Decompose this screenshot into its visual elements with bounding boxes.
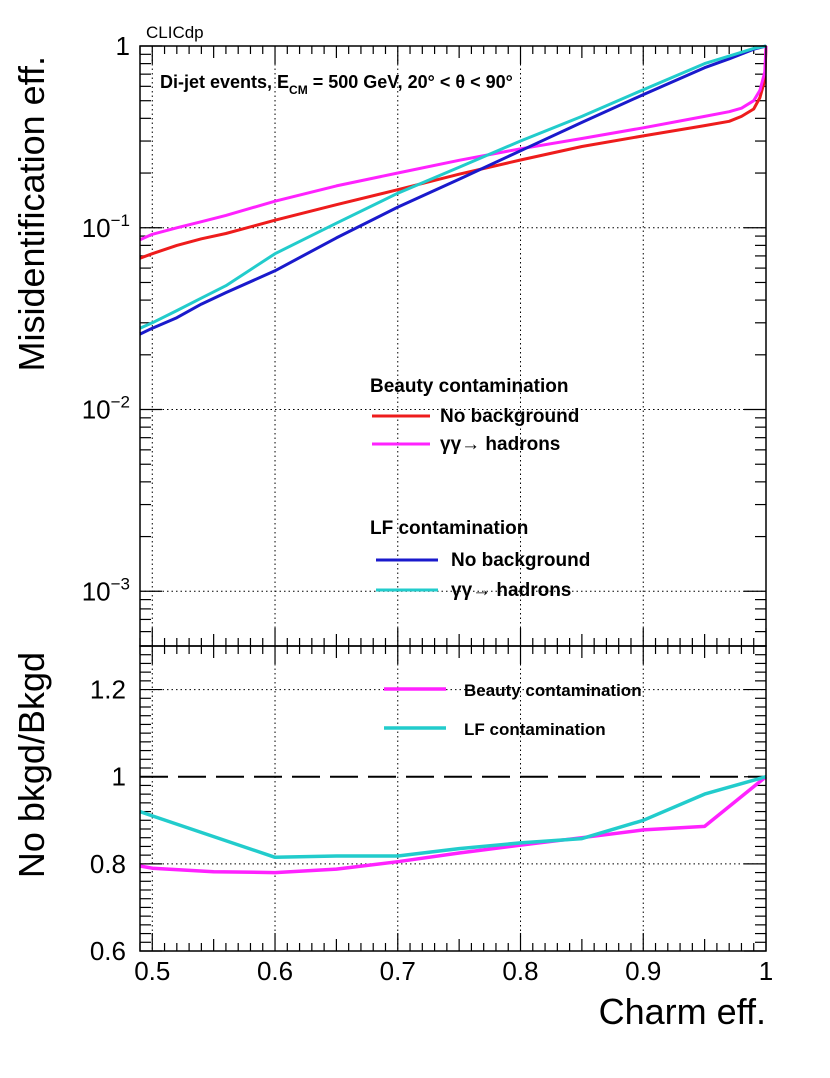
xtick-label: 0.6 xyxy=(257,956,293,986)
bottom-ytick-label: 1 xyxy=(112,762,126,792)
bottom-series-line xyxy=(139,775,767,860)
top-title: Di-jet events, ECM = 500 GeV, 20° < θ < … xyxy=(160,72,513,97)
xtick-label: 0.5 xyxy=(134,956,170,986)
x-axis-label: Charm eff. xyxy=(599,991,766,1032)
legend-group-title-beauty: Beauty contamination xyxy=(370,376,568,397)
ytick-base: 1 xyxy=(116,31,130,61)
ytick-exp: −2 xyxy=(111,393,130,412)
legend-label-ratio-lf: LF contamination xyxy=(464,720,606,739)
bottom-grid xyxy=(140,646,766,951)
legend-group-title-lf: LF contamination xyxy=(370,518,528,539)
bottom-ytick-label: 0.8 xyxy=(90,849,126,879)
legend-label-ratio-beauty: Beauty contamination xyxy=(464,681,642,700)
top-series-line xyxy=(139,45,768,260)
top-series-line xyxy=(139,44,767,336)
top-ytick-label: 1 xyxy=(116,31,130,61)
xtick-label: 1 xyxy=(759,956,773,986)
xtick-label: 0.9 xyxy=(625,956,661,986)
legend-label-lf-nobkg: No background xyxy=(451,550,590,571)
bottom-legend: Beauty contamination LF contamination xyxy=(384,681,642,739)
top-series-line xyxy=(139,44,767,330)
xtick-label: 0.7 xyxy=(380,956,416,986)
top-series-line xyxy=(139,45,768,242)
top-ytick-label: 10−1 xyxy=(82,211,130,243)
ytick-base: 10 xyxy=(82,576,111,606)
bottom-y-axis-label: No bkgd/Bkgd xyxy=(11,652,52,878)
top-y-axis-label: Misidentification eff. xyxy=(11,56,52,372)
bottom-ticks: 0.6 0.8 1 1.2 0.5 0.6 0.7 0.8 0.9 1 xyxy=(90,645,773,986)
ytick-base: 10 xyxy=(82,395,111,425)
top-ytick-label: 10−3 xyxy=(82,574,130,606)
ytick-exp: −3 xyxy=(111,574,130,593)
xtick-label: 0.8 xyxy=(502,956,538,986)
ytick-exp: −1 xyxy=(111,211,130,230)
legend-label-beauty-nobkg: No background xyxy=(440,406,579,427)
bottom-ytick-label: 1.2 xyxy=(90,675,126,705)
bottom-series xyxy=(139,775,768,875)
bottom-frame xyxy=(139,645,767,952)
bottom-series-line xyxy=(139,775,768,875)
bottom-ytick-label: 0.6 xyxy=(90,936,126,966)
legend-label-lf-gg: γγ→ hadrons xyxy=(451,580,571,601)
top-series xyxy=(139,44,768,336)
clicdp-label: CLICdp xyxy=(146,23,204,42)
top-ytick-label: 10−2 xyxy=(82,393,130,425)
top-legend: Beauty contamination No background γγ→ h… xyxy=(370,376,590,601)
legend-label-beauty-gg: γγ→ hadrons xyxy=(440,434,560,455)
ytick-base: 10 xyxy=(82,213,111,243)
